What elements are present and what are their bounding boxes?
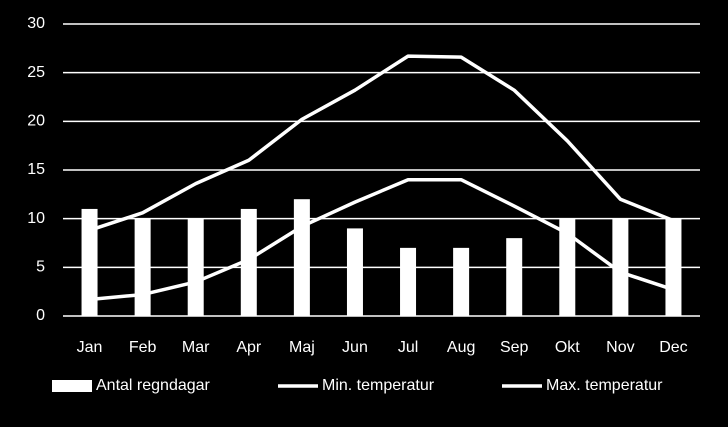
legend-swatch (52, 380, 92, 392)
bar (400, 247, 417, 316)
bar (187, 218, 204, 316)
x-tick-label: Jan (77, 339, 103, 356)
x-tick-label: Aug (447, 339, 475, 356)
x-tick-label: Sep (500, 339, 529, 356)
bar (453, 247, 470, 316)
x-tick-label: Jul (398, 339, 418, 356)
y-tick-label: 10 (27, 210, 45, 227)
bar (134, 218, 151, 316)
bar (81, 208, 98, 316)
x-tick-label: Apr (236, 339, 262, 356)
x-tick-label: Maj (289, 339, 315, 356)
y-tick-label: 25 (27, 64, 45, 81)
legend-label: Max. temperatur (546, 377, 663, 394)
bar (559, 218, 576, 316)
line (88, 54, 675, 233)
bar (293, 199, 310, 316)
x-tick-label: Mar (182, 339, 210, 356)
line (89, 177, 675, 302)
y-tick-label: 20 (27, 113, 45, 130)
bar (612, 218, 629, 316)
x-tick-label: Jun (342, 339, 368, 356)
x-tick-label: Feb (129, 339, 157, 356)
bar (506, 238, 523, 316)
y-tick-label: 0 (36, 307, 45, 324)
x-tick-label: Dec (659, 339, 687, 356)
bar (240, 208, 257, 316)
y-tick-label: 30 (27, 15, 45, 32)
bar (346, 228, 363, 316)
y-tick-label: 5 (36, 259, 45, 276)
x-tick-label: Nov (606, 339, 634, 356)
y-tick-label: 15 (27, 161, 45, 178)
legend-label: Min. temperatur (322, 377, 435, 394)
bar (665, 218, 682, 316)
legend-label: Antal regndagar (96, 377, 211, 394)
x-tick-label: Okt (555, 339, 580, 356)
